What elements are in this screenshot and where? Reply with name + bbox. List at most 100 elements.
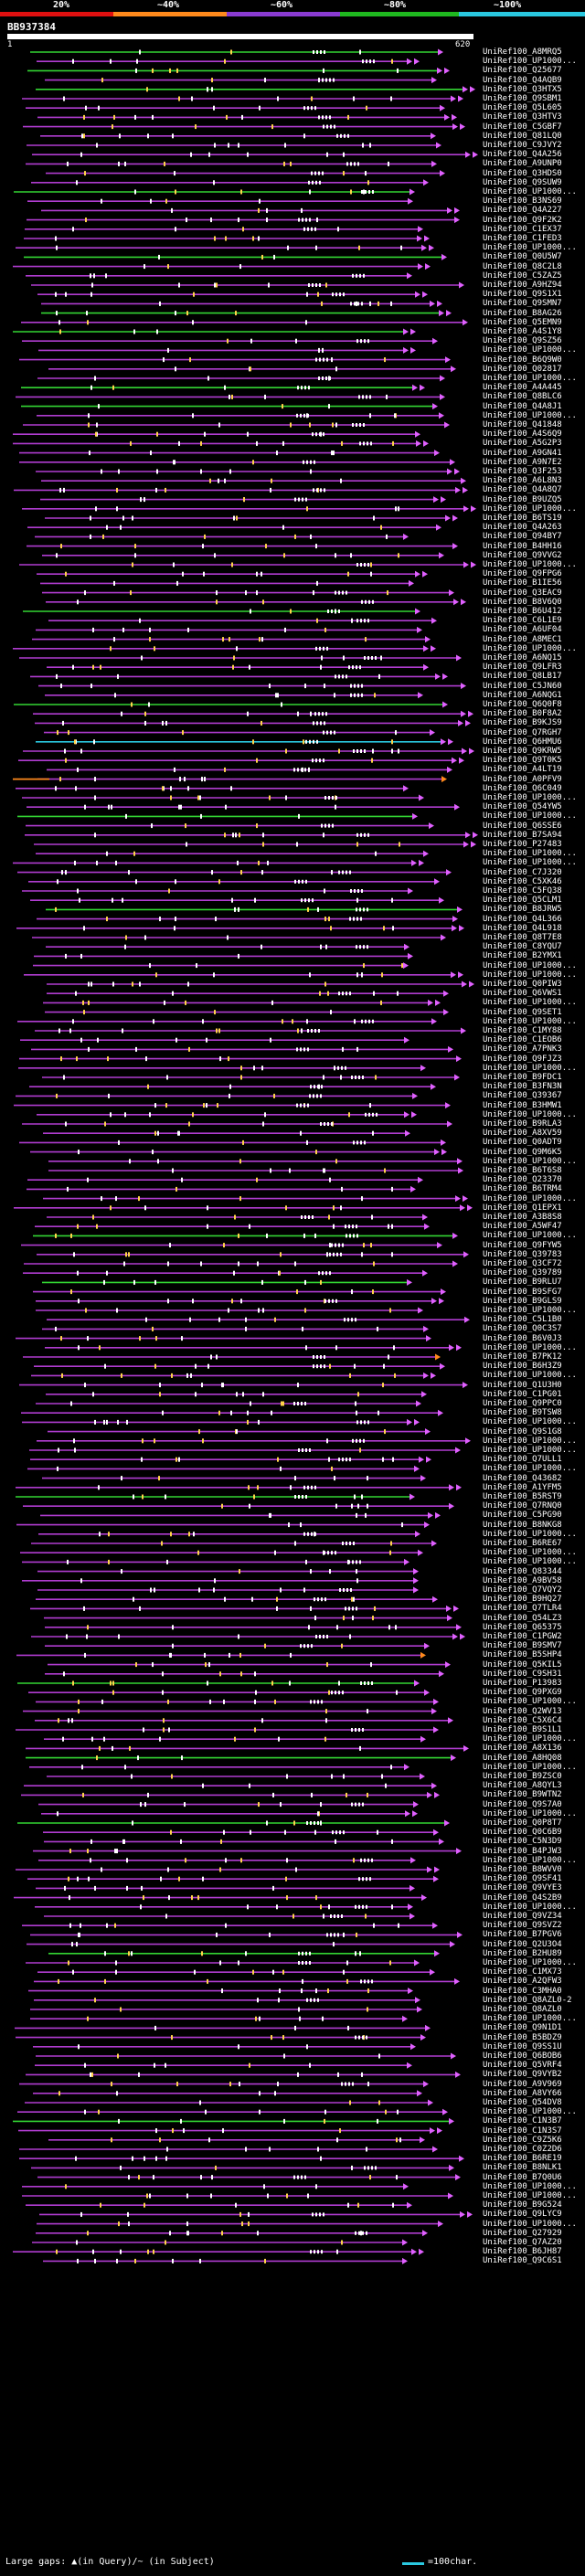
hit-label[interactable]: UniRef100_Q0U5W7: [483, 252, 562, 262]
hit-label[interactable]: UniRef100_Q4A8J1: [483, 401, 562, 411]
hit-label[interactable]: UniRef100_Q5EMN9: [483, 317, 562, 327]
hit-label[interactable]: UniRef100_Q8AZL0: [483, 2005, 562, 2014]
hit-label[interactable]: UniRef100_C8YQU7: [483, 942, 562, 952]
hit-label[interactable]: UniRef100_A4S6Q9: [483, 429, 562, 440]
hit-label[interactable]: UniRef100_Q2U3O4: [483, 1939, 562, 1949]
hit-label[interactable]: UniRef100_B3FN3N: [483, 1082, 562, 1092]
hit-label[interactable]: UniRef100_Q5L605: [483, 103, 562, 113]
hit-label[interactable]: UniRef100_B7Q0U6: [483, 2172, 562, 2182]
hit-label[interactable]: UniRef100_Q9FJZ3: [483, 1054, 562, 1064]
hit-label[interactable]: UniRef100_Q43682: [483, 1473, 562, 1483]
hit-label[interactable]: UniRef100_Q65375: [483, 1622, 562, 1632]
hit-label[interactable]: UniRef100_Q0C6B9: [483, 1828, 562, 1838]
hit-label[interactable]: UniRef100_P13983: [483, 1679, 562, 1688]
hit-label[interactable]: UniRef100_C5N3D9: [483, 1837, 562, 1847]
hit-label[interactable]: UniRef100_Q9C6S1: [483, 2256, 562, 2266]
hit-label[interactable]: UniRef100_Q8BLC6: [483, 392, 562, 402]
hit-label[interactable]: UniRef100_B6Q9W0: [483, 355, 562, 365]
hit-label[interactable]: UniRef100_UP1000...: [483, 2107, 577, 2117]
hit-label[interactable]: UniRef100_A5G2P3: [483, 439, 562, 449]
hit-label[interactable]: UniRef100_UP1000...: [483, 793, 577, 802]
hit-label[interactable]: UniRef100_C5XK46: [483, 876, 562, 886]
hit-label[interactable]: UniRef100_Q54YW5: [483, 802, 562, 812]
hit-label[interactable]: UniRef100_Q9N1D1: [483, 2023, 562, 2033]
hit-label[interactable]: UniRef100_B7SA94: [483, 830, 562, 840]
hit-label[interactable]: UniRef100_Q3HTV3: [483, 112, 562, 122]
hit-label[interactable]: UniRef100_P27483: [483, 840, 562, 849]
hit-label[interactable]: UniRef100_Q6SSE6: [483, 821, 562, 831]
hit-label[interactable]: UniRef100_B6H3Z9: [483, 1362, 562, 1372]
hit-label[interactable]: UniRef100_UP1000...: [483, 1109, 577, 1119]
hit-label[interactable]: UniRef100_Q9FYW5: [483, 1240, 562, 1250]
hit-label[interactable]: UniRef100_A2QFW3: [483, 1977, 562, 1987]
hit-label[interactable]: UniRef100_B0F8A2: [483, 709, 562, 719]
hit-label[interactable]: UniRef100_A5WF47: [483, 1222, 562, 1232]
hit-label[interactable]: UniRef100_Q9SMN7: [483, 299, 562, 309]
hit-label[interactable]: UniRef100_Q9T0K5: [483, 756, 562, 766]
hit-label[interactable]: UniRef100_Q7TLR4: [483, 1604, 562, 1614]
hit-label[interactable]: UniRef100_UP1000...: [483, 960, 577, 970]
hit-label[interactable]: UniRef100_Q6VWS1: [483, 989, 562, 999]
hit-label[interactable]: UniRef100_A6UF04: [483, 625, 562, 635]
hit-label[interactable]: UniRef100_A8HQ08: [483, 1753, 562, 1763]
hit-label[interactable]: UniRef100_B9HQ27: [483, 1595, 562, 1605]
hit-label[interactable]: UniRef100_B9UZQ5: [483, 494, 562, 504]
hit-label[interactable]: UniRef100_C5X6C4: [483, 1715, 562, 1725]
hit-label[interactable]: UniRef100_UP1000...: [483, 1958, 577, 1967]
hit-label[interactable]: UniRef100_Q9SET1: [483, 1007, 562, 1017]
hit-label[interactable]: UniRef100_C9JVY2: [483, 141, 562, 150]
hit-label[interactable]: UniRef100_B6U412: [483, 607, 562, 616]
hit-label[interactable]: UniRef100_A8MRQ5: [483, 48, 562, 57]
hit-label[interactable]: UniRef100_B1IE56: [483, 578, 562, 588]
hit-label[interactable]: UniRef100_B6JH87: [483, 2247, 562, 2257]
hit-label[interactable]: UniRef100_Q9VYB2: [483, 2070, 562, 2080]
hit-label[interactable]: UniRef100_B9SFG7: [483, 1287, 562, 1297]
hit-label[interactable]: UniRef100_Q9SF41: [483, 1874, 562, 1884]
hit-label[interactable]: UniRef100_B7PK12: [483, 1352, 562, 1362]
hit-label[interactable]: UniRef100_A9BV58: [483, 1575, 562, 1585]
hit-label[interactable]: UniRef100_UP1000...: [483, 1231, 577, 1241]
hit-label[interactable]: UniRef100_Q4A227: [483, 206, 562, 216]
hit-label[interactable]: UniRef100_B9ZSC0: [483, 1772, 562, 1781]
hit-label[interactable]: UniRef100_A3B8S8: [483, 1213, 562, 1222]
hit-label[interactable]: UniRef100_Q9S1G8: [483, 1426, 562, 1436]
hit-label[interactable]: UniRef100_Q9PPC0: [483, 1399, 562, 1408]
hit-label[interactable]: UniRef100_B9G524: [483, 2200, 562, 2210]
hit-label[interactable]: UniRef100_C9Z5K6: [483, 2135, 562, 2145]
hit-label[interactable]: UniRef100_UP1000...: [483, 1193, 577, 1203]
hit-label[interactable]: UniRef100_A8MEC1: [483, 634, 562, 644]
hit-label[interactable]: UniRef100_Q8C2L8: [483, 261, 562, 271]
hit-label[interactable]: UniRef100_UP1000...: [483, 2014, 577, 2024]
hit-label[interactable]: UniRef100_B9FDC1: [483, 1073, 562, 1082]
hit-label[interactable]: UniRef100_UP1000...: [483, 560, 577, 569]
hit-label[interactable]: UniRef100_Q23370: [483, 1175, 562, 1185]
hit-label[interactable]: UniRef100_C5ZAZ5: [483, 270, 562, 281]
hit-label[interactable]: UniRef100_B6TS19: [483, 514, 562, 523]
hit-label[interactable]: UniRef100_A9V969: [483, 2079, 562, 2089]
hit-label[interactable]: UniRef100_A8X136: [483, 1744, 562, 1754]
hit-label[interactable]: UniRef100_B7PGV6: [483, 1930, 562, 1940]
hit-label[interactable]: UniRef100_Q9FPG6: [483, 569, 562, 579]
hit-label[interactable]: UniRef100_Q25677: [483, 66, 562, 76]
hit-label[interactable]: UniRef100_B6TRM4: [483, 1184, 562, 1194]
hit-label[interactable]: UniRef100_Q02817: [483, 364, 562, 374]
hit-label[interactable]: UniRef100_UP1000...: [483, 410, 577, 420]
hit-label[interactable]: UniRef100_UP1000...: [483, 243, 577, 253]
hit-label[interactable]: UniRef100_Q9SZ56: [483, 336, 562, 346]
hit-label[interactable]: UniRef100_Q0C3S7: [483, 1324, 562, 1334]
hit-label[interactable]: UniRef100_Q83344: [483, 1566, 562, 1576]
hit-label[interactable]: UniRef100_Q3CF72: [483, 1259, 562, 1268]
hit-label[interactable]: UniRef100_Q3EAC9: [483, 588, 562, 598]
hit-label[interactable]: UniRef100_B6T6S8: [483, 1166, 562, 1175]
hit-label[interactable]: UniRef100_Q5CLM1: [483, 896, 562, 906]
hit-label[interactable]: UniRef100_Q4A256: [483, 150, 562, 160]
hit-label[interactable]: UniRef100_B9KJS9: [483, 718, 562, 728]
hit-label[interactable]: UniRef100_UP1000...: [483, 504, 577, 514]
hit-label[interactable]: UniRef100_A8QYL3: [483, 1781, 562, 1791]
hit-label[interactable]: UniRef100_UP1000...: [483, 345, 577, 355]
hit-label[interactable]: UniRef100_B9RLU7: [483, 1277, 562, 1288]
hit-label[interactable]: UniRef100_Q1EPX1: [483, 1203, 562, 1213]
hit-label[interactable]: UniRef100_UP1000...: [483, 858, 577, 868]
hit-label[interactable]: UniRef100_C5JN60: [483, 681, 562, 691]
hit-label[interactable]: UniRef100_C1N3S7: [483, 2125, 562, 2136]
